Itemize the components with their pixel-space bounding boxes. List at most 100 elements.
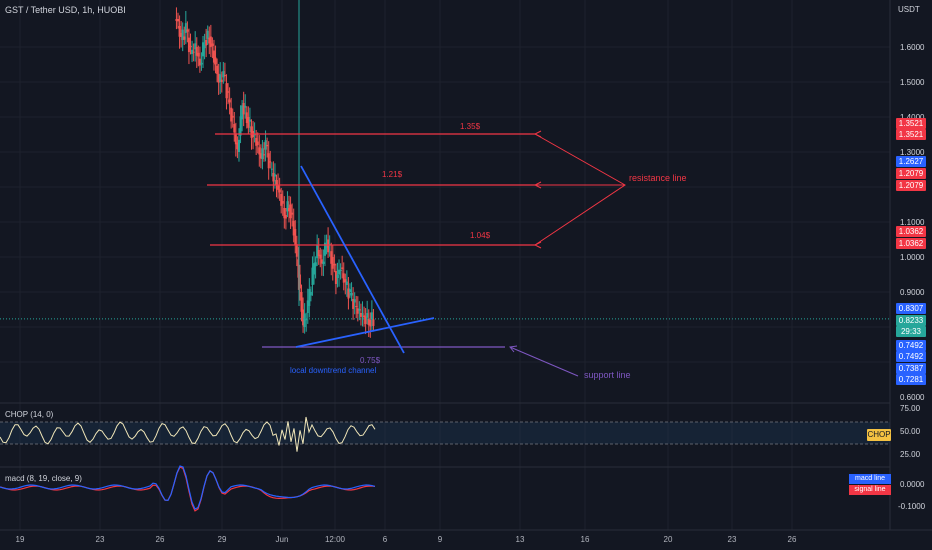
price-tag: 1.2079 (896, 180, 926, 191)
candle-body (267, 153, 270, 169)
candle-body (370, 312, 373, 320)
price-tag: 0.7281 (896, 374, 926, 385)
candle-body (344, 279, 347, 283)
chop-axis-tick: 25.00 (900, 450, 921, 459)
candle-body (177, 19, 179, 22)
candle-body (345, 281, 348, 285)
candle-body (248, 119, 251, 122)
date-axis-tick: 6 (382, 535, 388, 544)
date-axis-tick: Jun (275, 535, 289, 544)
price-tag: 0.7492 (896, 340, 926, 351)
candle-body (275, 180, 278, 186)
candle-body (262, 154, 265, 156)
candle-body (284, 215, 287, 219)
candle-body (333, 264, 336, 266)
chop-value-tag: CHOP (867, 429, 891, 441)
macd-axis-tick: -0.1000 (898, 502, 926, 511)
downtrend-channel-lower[interactable] (295, 317, 435, 348)
date-axis-tick: 19 (15, 535, 25, 544)
candle-body (242, 103, 245, 115)
candle-body (216, 65, 219, 74)
candle-body (180, 33, 183, 37)
chop-axis-tick: 50.00 (900, 427, 921, 436)
candle-body (202, 42, 205, 57)
candle-body (256, 141, 259, 145)
candle-body (189, 45, 192, 48)
candle-body (336, 274, 339, 278)
candle-body (361, 313, 364, 315)
arrowhead (533, 181, 542, 189)
candle-body (339, 269, 342, 271)
chop-line (0, 416, 376, 452)
level-label-135: 1.35$ (460, 122, 481, 131)
date-axis-tick: 23 (95, 535, 105, 544)
candle-body (264, 140, 267, 150)
candle-body (342, 273, 345, 283)
candle-body (270, 168, 273, 170)
candle-body (203, 45, 206, 49)
candle-body (237, 139, 240, 152)
date-axis-tick: 23 (727, 535, 737, 544)
candle-body (278, 189, 281, 193)
candle-body (259, 153, 262, 159)
date-axis-tick: 29 (217, 535, 227, 544)
candle-body (341, 267, 344, 269)
candle-body (334, 271, 337, 284)
candle-body (214, 57, 217, 65)
resistance-annotation: resistance line (629, 173, 687, 183)
candle-body (350, 292, 353, 296)
candle-body (353, 299, 356, 303)
support-annotation: support line (584, 370, 631, 380)
candle-body (266, 145, 269, 147)
level-label-075: 0.75$ (360, 356, 381, 365)
price-tag: 29:33 (896, 326, 926, 337)
candle-body (217, 73, 220, 83)
candle-body (241, 105, 244, 120)
candle-body (200, 62, 203, 65)
arrowhead (533, 241, 542, 249)
candle-body (272, 173, 275, 182)
candle-body (250, 126, 253, 138)
candle-body (183, 36, 186, 40)
candle-body (359, 313, 362, 317)
macd-line (0, 465, 376, 510)
candle-body (209, 36, 212, 48)
candle-body (308, 289, 311, 306)
candle-body (220, 79, 223, 83)
price-tag: 0.7492 (896, 351, 926, 362)
date-axis-tick: 12:00 (324, 535, 346, 544)
channel-annotation: local downtrend channel (290, 366, 377, 375)
candle-body (364, 316, 367, 324)
candle-body (306, 300, 309, 313)
candle-body (198, 58, 201, 66)
candle-body (352, 299, 355, 309)
candle-body (313, 263, 316, 275)
candle-body (331, 257, 334, 269)
candle-body (322, 261, 325, 264)
candle-body (325, 243, 328, 248)
price-axis-tick: 1.5000 (900, 78, 925, 87)
symbol-title[interactable]: GST / Tether USD, 1h, HUOBI (5, 5, 126, 15)
candle-body (206, 30, 209, 39)
price-axis-tick: 1.6000 (900, 43, 925, 52)
candle-body (197, 52, 200, 57)
candle-body (184, 23, 187, 33)
candle-body (323, 242, 326, 256)
candle-body (258, 147, 261, 155)
chop-indicator-label[interactable]: CHOP (14, 0) (5, 410, 54, 419)
candle-body (245, 112, 248, 124)
macd-indicator-label[interactable]: macd (8, 19, close, 9) (5, 474, 82, 483)
candle-body (289, 204, 292, 219)
price-axis-tick: 1.3000 (900, 148, 925, 157)
candle-body (348, 289, 351, 292)
candle-body (236, 142, 239, 150)
candle-body (372, 319, 375, 326)
candle-body (192, 51, 195, 53)
level-label-121: 1.21$ (382, 170, 403, 179)
candle-body (366, 313, 369, 318)
candle-body (283, 208, 286, 219)
candle-body (244, 105, 247, 108)
downtrend-channel-upper[interactable] (300, 165, 405, 354)
candle-body (277, 184, 280, 190)
